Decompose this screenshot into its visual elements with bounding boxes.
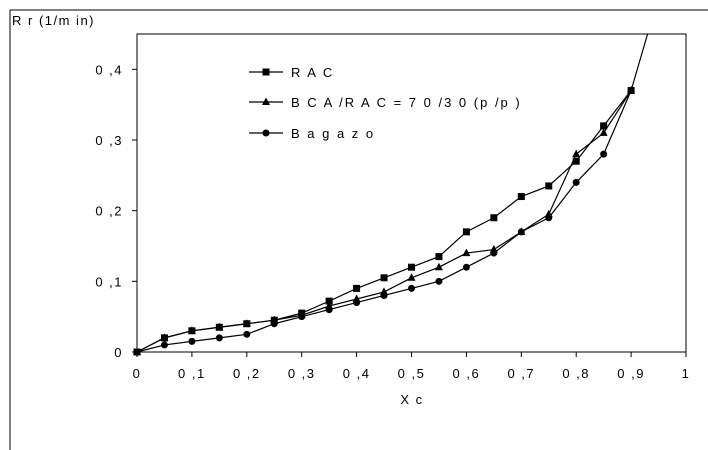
x-tick-label: 0 ,8 xyxy=(562,366,590,381)
x-tick-label: 0 xyxy=(133,366,142,381)
x-tick-label: 0 ,6 xyxy=(453,366,481,381)
data-point-square xyxy=(325,297,333,305)
legend-marker-triangle xyxy=(262,97,270,105)
data-point-square xyxy=(408,263,415,271)
data-point-triangle xyxy=(215,322,224,331)
series-bagazo xyxy=(133,87,635,356)
legend-marker-square xyxy=(262,68,270,76)
data-point-circle xyxy=(545,214,553,222)
legend-label: R A C xyxy=(291,65,334,80)
data-point-triangle xyxy=(160,333,169,341)
legend-label: B a g a z o xyxy=(291,126,375,141)
data-point-circle xyxy=(270,320,278,328)
x-axis-title: X c xyxy=(400,392,423,407)
series-bca-rac xyxy=(133,86,636,355)
data-point-square xyxy=(435,253,443,261)
data-point-circle xyxy=(188,337,196,345)
x-tick-label: 1 xyxy=(682,366,691,381)
data-point-square xyxy=(490,214,498,222)
data-point-triangle xyxy=(187,326,196,334)
x-tick-label: 0 ,2 xyxy=(233,366,261,381)
data-point-triangle xyxy=(462,248,471,257)
data-point-square xyxy=(545,182,553,190)
data-point-triangle xyxy=(434,262,443,271)
data-point-circle xyxy=(572,178,580,186)
data-point-circle xyxy=(215,334,223,342)
ticks-layer: 0 0 ,1 0 ,2 0 ,3 0 ,4 0 ,5 0 ,6 0 ,7 0 ,8 0 ,9 1 0 0… xyxy=(95,62,691,381)
data-point-circle xyxy=(435,277,443,285)
x-tick-label: 0 ,4 xyxy=(343,366,371,381)
legend-marker-circle xyxy=(262,129,270,137)
data-point-triangle xyxy=(599,128,608,136)
data-point-circle xyxy=(325,306,333,314)
data-point-square xyxy=(380,274,388,282)
data-point-circle xyxy=(160,341,168,349)
x-tick-label: 0 ,3 xyxy=(288,366,316,381)
series-layer xyxy=(133,33,649,356)
data-point-circle xyxy=(298,313,306,321)
data-point-triangle xyxy=(407,273,416,281)
legend-entry: B a g a z o xyxy=(249,126,375,141)
series-rac xyxy=(133,33,649,356)
data-point-circle xyxy=(133,348,141,356)
data-point-triangle xyxy=(242,319,251,327)
y-tick-label: 0 xyxy=(114,345,123,360)
data-point-circle xyxy=(353,299,361,307)
data-point-circle xyxy=(627,87,635,95)
data-point-square xyxy=(572,157,580,165)
y-tick-label: 0 ,3 xyxy=(95,133,123,148)
data-point-circle xyxy=(380,291,388,299)
data-point-circle xyxy=(462,263,470,271)
y-tick-label: 0 ,4 xyxy=(95,62,123,77)
data-point-triangle xyxy=(572,149,581,158)
data-point-square xyxy=(462,228,470,236)
plot-area xyxy=(136,33,687,353)
data-point-square xyxy=(353,284,361,292)
x-tick-label: 0 ,9 xyxy=(617,366,645,381)
legend-entry: R A C xyxy=(249,65,334,80)
data-point-square xyxy=(517,193,525,201)
y-tick-label: 0 ,1 xyxy=(95,274,123,289)
data-point-circle xyxy=(517,228,525,236)
legend-entry: B C A /R A C = 7 0 /3 0 (p /p ) xyxy=(249,95,522,110)
y-axis-title: R r (1/m in) xyxy=(12,13,95,28)
x-tick-label: 0 ,7 xyxy=(507,366,535,381)
series-line xyxy=(136,33,649,353)
series-line xyxy=(136,90,632,353)
data-point-circle xyxy=(600,150,608,158)
series-line xyxy=(136,90,632,353)
data-point-square xyxy=(600,122,608,130)
x-tick-label: 0 ,1 xyxy=(178,366,206,381)
x-tick-label: 0 ,5 xyxy=(398,366,426,381)
legend-label: B C A /R A C = 7 0 /3 0 (p /p ) xyxy=(291,95,522,110)
data-point-circle xyxy=(243,330,251,338)
y-tick-label: 0 ,2 xyxy=(95,204,123,219)
data-point-circle xyxy=(408,284,415,292)
legend: R A C B C A /R A C = 7 0 /3 0 (p /p ) B a … xyxy=(249,65,522,141)
data-point-circle xyxy=(490,249,498,257)
